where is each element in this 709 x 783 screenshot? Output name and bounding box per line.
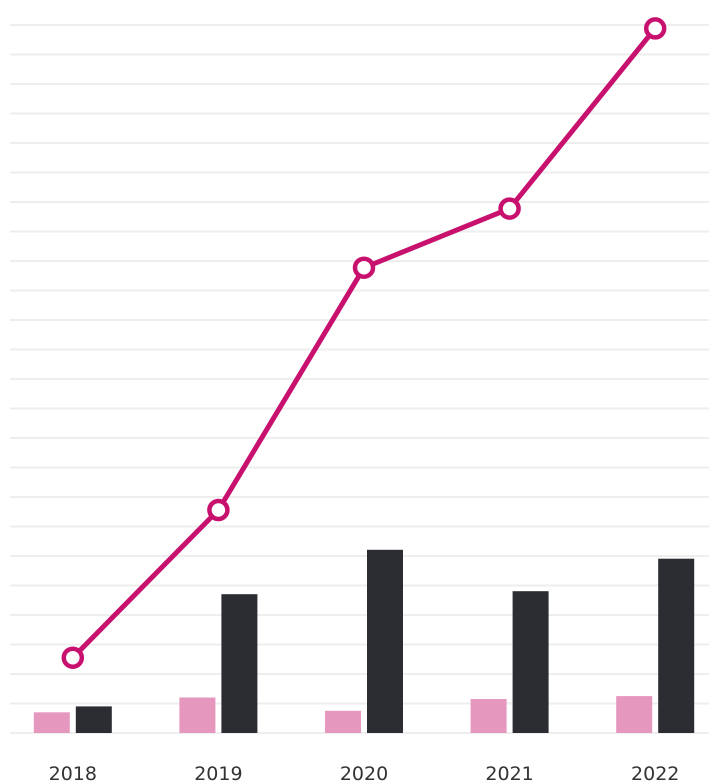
bar-s1-2020	[325, 710, 361, 733]
line-point-2022	[643, 17, 667, 40]
line-point-2021	[498, 197, 521, 220]
bar-series	[33, 549, 695, 733]
line-point-2020	[352, 256, 376, 279]
bar-s1-2022	[616, 696, 653, 733]
x-tick-label-2021: 2021	[485, 763, 533, 783]
line-path	[70, 25, 658, 661]
bar-s1-2019	[179, 697, 216, 733]
gridlines	[10, 24, 709, 734]
bar-s2-2021	[512, 591, 549, 733]
x-tick-label-2022: 2022	[631, 763, 679, 783]
bar-s2-2018	[75, 706, 112, 733]
bar-s1-2021	[470, 699, 507, 733]
line-series	[61, 17, 667, 669]
bar-s1-2018	[33, 712, 70, 733]
bar-s2-2022	[658, 558, 695, 733]
x-tick-label-2018: 2018	[49, 763, 97, 783]
line-point-2018	[61, 646, 85, 669]
bar-s2-2020	[367, 549, 403, 733]
x-tick-label-2019: 2019	[194, 763, 242, 783]
x-tick-label-2020: 2020	[340, 763, 388, 783]
line-point-2019	[207, 498, 230, 522]
bar-s2-2019	[221, 594, 258, 733]
x-axis: 2018 2019 2020 2021 2022	[49, 763, 680, 783]
